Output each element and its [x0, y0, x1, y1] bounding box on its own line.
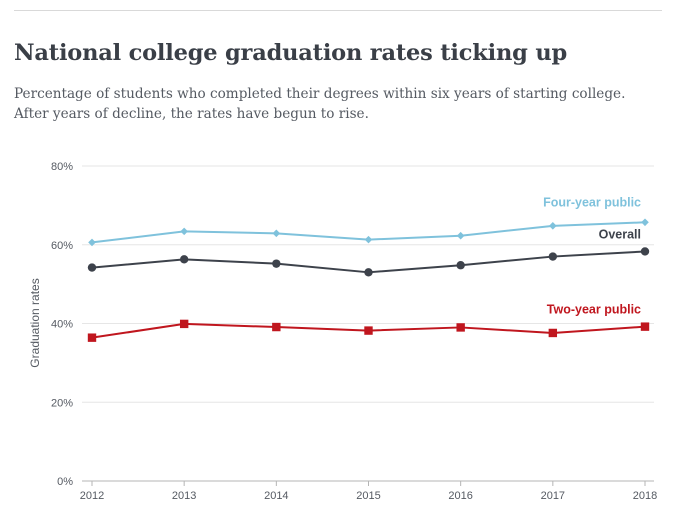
y-tick-label: 0% [57, 476, 73, 488]
x-tick-labels: 2012 2013 2014 2015 2016 2017 2018 [80, 490, 657, 502]
series-label: Two-year public [547, 303, 641, 317]
data-point [456, 323, 465, 332]
series-label: Overall [599, 227, 641, 241]
y-tick-label: 20% [51, 397, 73, 409]
data-point [87, 263, 97, 272]
x-axis [82, 480, 654, 486]
y-tick-label: 60% [51, 240, 73, 252]
data-point [641, 218, 649, 227]
x-tick-label: 2018 [633, 490, 657, 502]
data-point [179, 319, 189, 329]
top-divider [14, 10, 662, 11]
gridlines [82, 165, 654, 403]
chart-title: National college graduation rates tickin… [14, 40, 568, 66]
data-point [548, 252, 558, 261]
data-point [549, 222, 557, 230]
data-point [640, 322, 650, 331]
series-label: Four-year public [543, 195, 641, 209]
x-tick-label: 2017 [541, 490, 565, 502]
data-point [272, 229, 281, 238]
data-point [272, 322, 281, 332]
series-labels: Four-year public Overall Two-year public [543, 195, 641, 316]
data-point [364, 235, 373, 244]
y-tick-labels: 0% 20% 40% 60% 80% [51, 161, 73, 488]
data-point [640, 247, 650, 256]
data-point [364, 268, 373, 277]
data-point [179, 255, 189, 264]
data-point [87, 333, 97, 342]
data-point [272, 259, 281, 268]
x-tick-label: 2015 [356, 490, 380, 502]
data-point [364, 326, 373, 335]
y-axis-title: Graduation rates [28, 278, 42, 367]
y-tick-label: 80% [51, 161, 73, 173]
data-point [88, 238, 96, 247]
x-tick-label: 2014 [264, 490, 288, 502]
data-point [548, 328, 558, 338]
x-tick-label: 2012 [80, 490, 104, 502]
x-tick-label: 2013 [172, 490, 196, 502]
data-point [456, 261, 465, 270]
chart-subtitle: Percentage of students who completed the… [14, 86, 626, 122]
x-tick-label: 2016 [448, 490, 472, 502]
series-markers [87, 218, 650, 342]
data-point [180, 227, 188, 236]
y-tick-label: 40% [51, 319, 73, 331]
data-point [456, 231, 465, 240]
